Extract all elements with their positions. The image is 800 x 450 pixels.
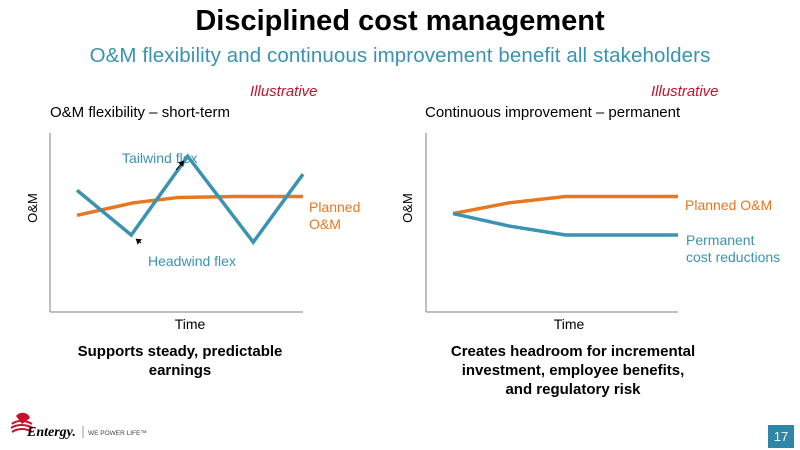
chart2-y-label: O&M [400,193,415,223]
chart2-series-line-1 [452,194,678,216]
entergy-logo-mark-icon [10,412,34,433]
chart1-series-label-1: Planned [309,199,360,215]
chart1-series-line-2 [75,153,305,246]
chart2-series-label-2: cost reductions [686,249,780,265]
chart1-annotation-1: Tailwind flex [122,150,197,166]
chart2-caption: Creates headroom for incremental investm… [450,343,696,398]
chart1-annotation-arrowhead-2 [135,238,142,245]
entergy-tagline: WE POWER LIFE™ [88,430,147,437]
chart2-title: Continuous improvement – permanent [425,104,681,121]
chart1-series-label-1: O&M [309,216,341,232]
slide-subtitle: O&M flexibility and continuous improveme… [89,44,711,67]
entergy-logo: Entergy. WE POWER LIFE™ [10,412,147,440]
chart1-y-label: O&M [25,193,40,223]
chart1-title: O&M flexibility – short-term [50,104,231,121]
chart2-series-line-2 [452,211,678,237]
chart1-caption: Supports steady, predictable earnings [77,343,283,379]
page-number: 17 [768,425,794,448]
chart2-series-label-1: Planned O&M [685,197,772,213]
chart1-annotation-arrowhead-1 [177,160,184,167]
slide-title: Disciplined cost management [195,5,605,37]
chart2-series-label-2: Permanent [686,232,755,248]
chart2-illustrative-tag: Illustrative [651,83,719,100]
chart2-x-label: Time [554,316,585,332]
chart1-annotation-2: Headwind flex [148,253,236,269]
chart1-illustrative-tag: Illustrative [250,83,318,100]
entergy-wordmark: Entergy. [26,425,76,440]
chart1-series-line-1 [76,194,303,218]
chart1-x-label: Time [175,316,206,332]
